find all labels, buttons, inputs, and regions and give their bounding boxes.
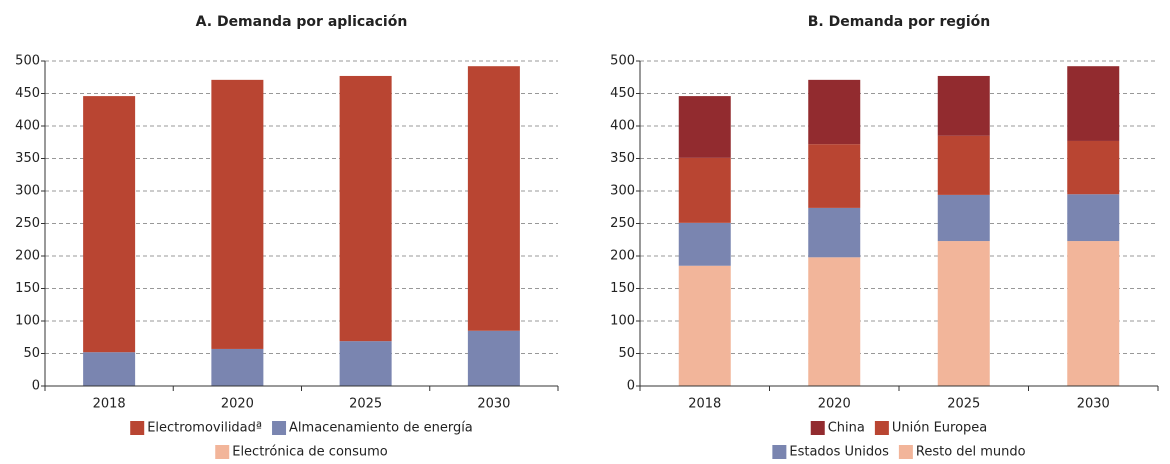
bar-segment	[678, 96, 731, 158]
x-tick-label: 2030	[477, 397, 510, 412]
y-tick-label: 450	[15, 86, 40, 101]
y-tick-label: 0	[627, 379, 635, 394]
bar-segment	[808, 144, 861, 208]
bar-segment	[937, 194, 990, 242]
y-tick-label: 100	[15, 314, 40, 329]
bar-segment	[339, 341, 392, 386]
bar-segment	[1067, 140, 1120, 195]
chart-title: A. Demanda por aplicación	[196, 14, 408, 30]
bar-segment	[678, 222, 731, 266]
x-tick-label: 2018	[688, 397, 721, 412]
x-tick-label: 2025	[947, 397, 980, 412]
x-tick-label: 2030	[1077, 397, 1110, 412]
legend-label: Almacenamiento de energía	[289, 421, 473, 436]
legend-label: Unión Europea	[892, 421, 987, 436]
y-tick-label: 450	[610, 86, 635, 101]
legend-label: Electromovilidadª	[147, 421, 262, 436]
bar-segment	[937, 241, 990, 386]
legend-label: Resto del mundo	[916, 445, 1026, 460]
bar-segment	[467, 330, 520, 386]
y-tick-label: 250	[610, 216, 635, 231]
legend-swatch	[130, 421, 145, 435]
legend-swatch	[874, 421, 889, 435]
legend-swatch	[898, 445, 913, 459]
y-tick-label: 250	[15, 216, 40, 231]
bar-segment	[83, 352, 136, 386]
legend-label: Estados Unidos	[789, 445, 889, 460]
bar-segment	[808, 207, 861, 258]
bar-segment	[467, 66, 520, 331]
bar-segment	[1067, 66, 1120, 141]
y-tick-label: 500	[610, 54, 635, 69]
y-tick-label: 200	[15, 249, 40, 264]
legend-swatch	[810, 421, 825, 435]
bar-segment	[678, 265, 731, 386]
x-tick-label: 2018	[93, 397, 126, 412]
bar-segment	[211, 79, 264, 349]
legend-swatch	[272, 421, 287, 435]
bar-segment	[1067, 241, 1120, 386]
y-tick-label: 150	[610, 281, 635, 296]
y-tick-label: 150	[15, 281, 40, 296]
bar-segment	[937, 75, 990, 136]
bar-segment	[339, 75, 392, 342]
bar-segment	[211, 348, 264, 386]
y-tick-label: 350	[610, 151, 635, 166]
bar-segment	[83, 96, 136, 353]
y-tick-label: 0	[32, 379, 40, 394]
y-tick-label: 400	[610, 119, 635, 134]
y-tick-label: 300	[15, 184, 40, 199]
chart-title: B. Demanda por región	[808, 14, 991, 30]
bar-segment	[808, 257, 861, 386]
bar-segment	[1067, 194, 1120, 242]
y-tick-label: 500	[15, 54, 40, 69]
x-tick-label: 2020	[221, 397, 254, 412]
y-tick-label: 50	[618, 346, 635, 361]
y-tick-label: 400	[15, 119, 40, 134]
x-tick-label: 2020	[818, 397, 851, 412]
legend-swatch	[215, 445, 230, 459]
bar-segment	[808, 79, 861, 145]
bar-segment	[678, 157, 731, 223]
y-tick-label: 50	[23, 346, 40, 361]
legend-swatch	[772, 445, 787, 459]
y-tick-label: 300	[610, 184, 635, 199]
legend-label: China	[828, 421, 865, 436]
y-tick-label: 350	[15, 151, 40, 166]
legend-label: Electrónica de consumo	[232, 445, 388, 460]
x-tick-label: 2025	[349, 397, 382, 412]
y-tick-label: 200	[610, 249, 635, 264]
y-tick-label: 100	[610, 314, 635, 329]
bar-segment	[937, 135, 990, 195]
